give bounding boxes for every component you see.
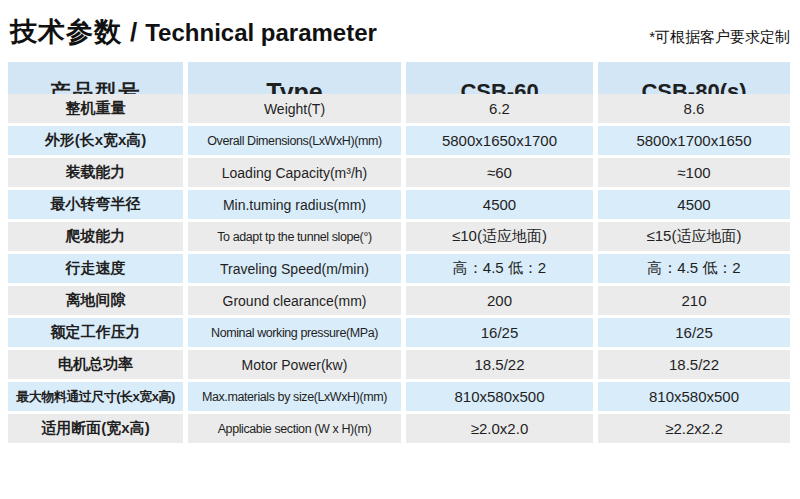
param-name-en: Traveling Speed(m/min) — [188, 254, 401, 283]
param-name-cn: 整机重量 — [8, 94, 183, 123]
title-bar: 技术参数 / Technical parameter *可根据客户要求定制 — [10, 14, 790, 50]
value-csb60: 6.2 — [406, 94, 593, 123]
param-name-en: To adapt tp the tunnel slope(°) — [188, 222, 401, 251]
title-separator: / — [130, 17, 137, 48]
param-name-cn: 最大物料通过尺寸(长x宽x高) — [8, 382, 183, 411]
param-name-cn: 额定工作压力 — [8, 318, 183, 347]
page-title-chinese: 技术参数 — [10, 14, 122, 50]
spec-table: 产品型号 Type CSB-60 CSB-80(s) 整机重量Weight(T)… — [8, 62, 790, 443]
param-name-en: Overall Dimensions(LxWxH)(mm) — [188, 126, 401, 155]
param-name-cn: 外形(长x宽x高) — [8, 126, 183, 155]
value-csb80s: 5800x1700x1650 — [598, 126, 790, 155]
value-csb80s: 16/25 — [598, 318, 790, 347]
page-title: 技术参数 / Technical parameter — [10, 14, 377, 50]
value-csb80s: 210 — [598, 286, 790, 315]
value-csb60: 4500 — [406, 190, 593, 219]
param-name-cn: 爬坡能力 — [8, 222, 183, 251]
param-name-en: Max.materials by size(LxWxH)(mm) — [188, 382, 401, 411]
value-csb60: 810x580x500 — [406, 382, 593, 411]
value-csb60: ≈60 — [406, 158, 593, 187]
value-csb80s: ≈100 — [598, 158, 790, 187]
value-csb80s: ≥2.2x2.2 — [598, 414, 790, 443]
param-name-en: Motor Power(kw) — [188, 350, 401, 379]
param-name-cn: 行走速度 — [8, 254, 183, 283]
param-name-cn: 装载能力 — [8, 158, 183, 187]
param-name-cn: 电机总功率 — [8, 350, 183, 379]
param-name-en: Loading Capacity(m³/h) — [188, 158, 401, 187]
param-name-en: Applicabie section (W x H)(m) — [188, 414, 401, 443]
value-csb60: ≥2.0x2.0 — [406, 414, 593, 443]
param-name-en: Min.tuming radius(mm) — [188, 190, 401, 219]
value-csb60: ≤10(适应地面) — [406, 222, 593, 251]
value-csb60: 18.5/22 — [406, 350, 593, 379]
value-csb60: 200 — [406, 286, 593, 315]
param-name-cn: 离地间隙 — [8, 286, 183, 315]
value-csb80s: 810x580x500 — [598, 382, 790, 411]
value-csb80s: 8.6 — [598, 94, 790, 123]
customization-note: *可根据客户要求定制 — [649, 28, 790, 50]
technical-parameter-sheet: 技术参数 / Technical parameter *可根据客户要求定制 产品… — [0, 0, 800, 499]
param-name-cn: 适用断面(宽x高) — [8, 414, 183, 443]
value-csb80s: ≤15(适应地面) — [598, 222, 790, 251]
page-title-english: Technical parameter — [145, 19, 377, 47]
value-csb80s: 4500 — [598, 190, 790, 219]
param-name-en: Weight(T) — [188, 94, 401, 123]
param-name-en: Nominal working pressure(MPa) — [188, 318, 401, 347]
value-csb60: 5800x1650x1700 — [406, 126, 593, 155]
param-name-cn: 最小转弯半径 — [8, 190, 183, 219]
value-csb80s: 高：4.5 低：2 — [598, 254, 790, 283]
value-csb60: 高：4.5 低：2 — [406, 254, 593, 283]
param-name-en: Ground clearance(mm) — [188, 286, 401, 315]
value-csb80s: 18.5/22 — [598, 350, 790, 379]
value-csb60: 16/25 — [406, 318, 593, 347]
